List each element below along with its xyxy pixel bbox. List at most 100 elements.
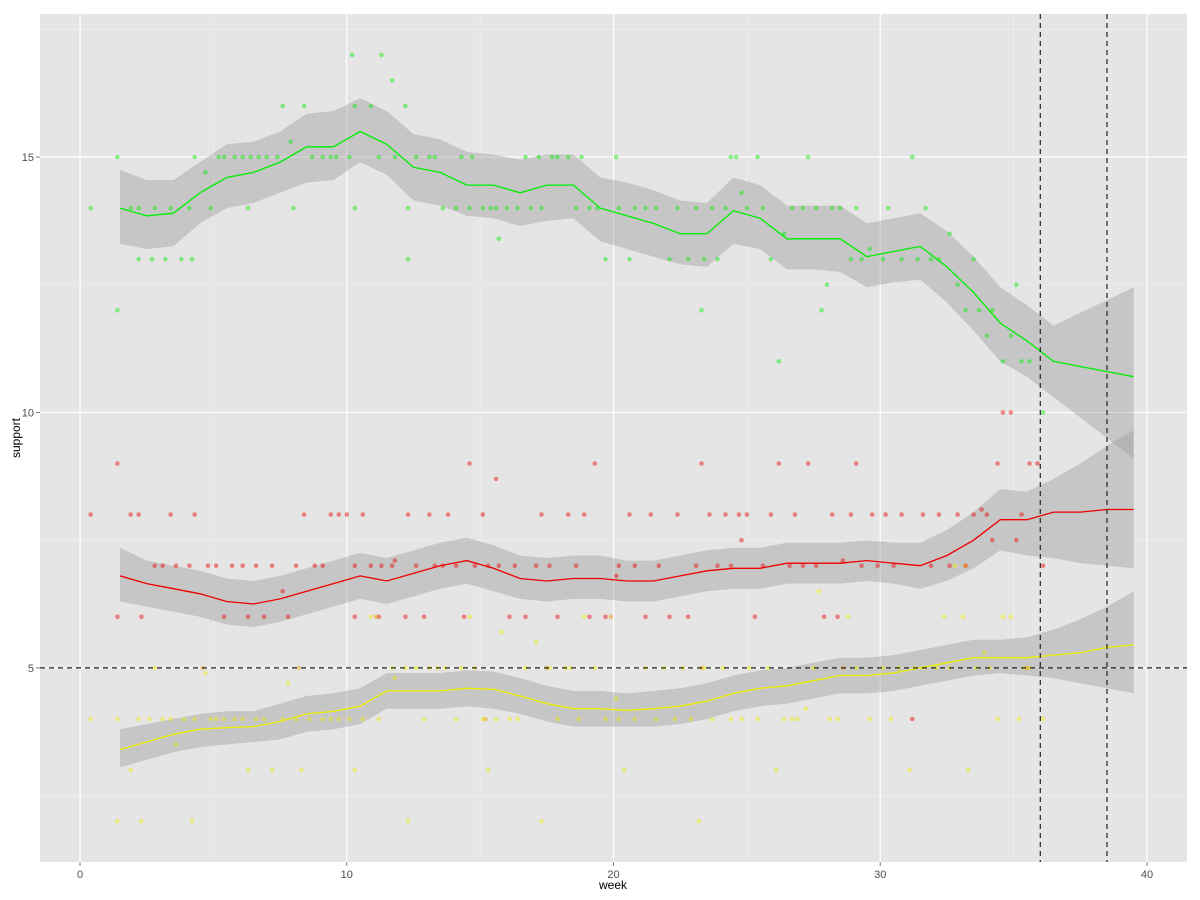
- red-point: [739, 537, 744, 543]
- red-point: [776, 461, 782, 466]
- green-point: [392, 154, 398, 160]
- green-point: [488, 205, 494, 211]
- green-point: [515, 205, 520, 211]
- yellow-point: [701, 665, 707, 671]
- red-point: [899, 512, 904, 517]
- green-point: [910, 154, 915, 160]
- yellow-point: [867, 716, 872, 722]
- y-tick-label: 15: [22, 152, 34, 164]
- red-point: [389, 563, 395, 568]
- yellow-point: [347, 716, 352, 722]
- red-point: [699, 461, 704, 466]
- green-point: [309, 154, 315, 160]
- red-point: [947, 563, 952, 568]
- green-point: [867, 246, 872, 252]
- green-point: [685, 256, 691, 262]
- y-axis: 5 10 15: [22, 152, 40, 675]
- green-point: [1014, 282, 1019, 288]
- green-point: [240, 154, 245, 160]
- yellow-point: [392, 675, 398, 681]
- yellow-point: [459, 665, 464, 671]
- green-point: [880, 256, 886, 262]
- green-point: [467, 205, 472, 211]
- green-point: [480, 205, 486, 211]
- red-smooth-line: [119, 508, 1134, 605]
- green-point: [459, 154, 464, 160]
- yellow-point: [613, 696, 619, 701]
- red-point: [480, 512, 486, 517]
- red-point: [1008, 410, 1014, 415]
- green-point: [232, 154, 237, 160]
- red-point: [280, 589, 286, 594]
- green-point: [760, 205, 766, 211]
- red-point: [421, 614, 427, 620]
- yellow-point: [621, 767, 627, 773]
- red-point: [187, 563, 192, 568]
- green-point: [493, 205, 499, 211]
- green-point: [699, 308, 704, 313]
- green-point: [368, 103, 374, 109]
- green-point: [885, 205, 891, 211]
- green-point: [504, 205, 510, 211]
- x-tick-label: 0: [77, 869, 83, 881]
- green-point: [352, 103, 358, 109]
- yellow-point: [405, 818, 411, 824]
- y-tick-label: 5: [28, 663, 34, 675]
- red-point: [616, 563, 622, 568]
- green-point: [248, 154, 253, 160]
- red-point: [336, 512, 342, 517]
- green-point: [555, 154, 560, 160]
- red-point: [301, 512, 307, 517]
- red-point: [760, 563, 766, 568]
- red-point: [453, 563, 459, 568]
- green-point: [528, 205, 534, 211]
- green-point: [427, 154, 432, 160]
- green-point: [675, 205, 680, 211]
- yellow-point: [515, 716, 520, 722]
- green-point: [632, 205, 638, 211]
- red-point: [533, 563, 539, 568]
- red-point: [928, 563, 934, 568]
- red-point: [1040, 563, 1046, 568]
- yellow-point: [240, 716, 245, 722]
- green-point: [627, 256, 632, 262]
- y-axis-title: support: [9, 417, 23, 458]
- red-point: [744, 512, 750, 517]
- red-point: [496, 563, 502, 568]
- red-point: [971, 512, 976, 517]
- green-point: [405, 205, 411, 211]
- green-point: [819, 308, 824, 313]
- yellow-point: [1040, 716, 1046, 722]
- red-point: [715, 563, 720, 568]
- yellow-point: [835, 716, 840, 722]
- green-point: [587, 205, 592, 211]
- yellow-point: [765, 665, 771, 671]
- green-point: [320, 154, 326, 160]
- yellow-point: [755, 716, 760, 722]
- green-point: [667, 256, 672, 262]
- yellow-point: [603, 716, 608, 722]
- yellow-point: [942, 614, 947, 620]
- yellow-point: [299, 767, 304, 773]
- green-point: [208, 205, 213, 211]
- yellow-point: [1016, 716, 1022, 722]
- green-point: [179, 256, 184, 262]
- green-point: [976, 308, 982, 313]
- red-point: [792, 512, 798, 517]
- yellow-point: [413, 665, 419, 671]
- yellow-point: [816, 589, 822, 594]
- red-point: [723, 512, 728, 517]
- red-point: [853, 461, 859, 466]
- green-point: [693, 205, 699, 211]
- green-point: [128, 205, 133, 211]
- yellow-point: [853, 665, 859, 671]
- green-point: [413, 154, 419, 160]
- yellow-point: [568, 665, 574, 671]
- reference-lines: [40, 14, 1187, 862]
- red-point: [413, 563, 419, 568]
- orange-point: [608, 614, 614, 620]
- yellow-point: [581, 614, 587, 620]
- green-point: [152, 205, 157, 211]
- yellow-point: [592, 665, 598, 671]
- x-tick-label: 10: [341, 869, 353, 881]
